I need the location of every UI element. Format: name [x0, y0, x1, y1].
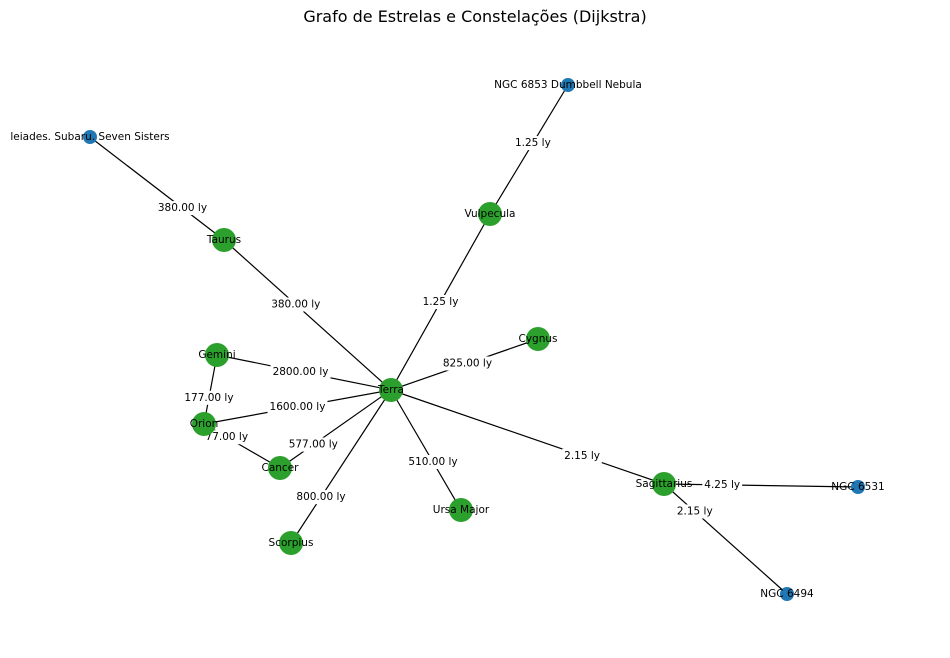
edge-label-background — [155, 201, 210, 216]
edge-sagittarius-ngc6531 — [663, 483, 859, 488]
edge-label-background — [512, 136, 553, 151]
node-label-gemini: Gemini — [198, 349, 235, 361]
edge-sagittarius-ngc6494 — [663, 483, 788, 595]
node-label-ursamajor: Ursa Major — [433, 504, 490, 516]
edge-label-text: 380.00 ly — [271, 299, 320, 311]
edge-label-text: 380.00 ly — [158, 202, 207, 214]
edge-terra-sagittarius — [390, 389, 665, 485]
node-gemini — [205, 343, 229, 367]
edge-terra-scorpius — [290, 389, 392, 544]
edge-label-text: 2.15 ly — [677, 506, 713, 518]
chart-title: Grafo de Estrelas e Constelações (Dijkst… — [303, 7, 647, 26]
edge-label-background — [286, 437, 340, 452]
edge-label-text: 1600.00 ly — [270, 401, 326, 413]
edge-label-text: 800.00 ly — [296, 491, 345, 503]
node-orion — [192, 412, 216, 436]
edge-label-vulpecula-ngc6853: 1.25 ly — [512, 136, 553, 151]
node-ngc6494 — [780, 587, 794, 601]
edge-label-text: 2800.00 ly — [273, 366, 329, 378]
edge-label-text: 510.00 ly — [408, 456, 457, 468]
node-ngc6531 — [851, 480, 865, 494]
edge-label-text: 1.25 ly — [515, 137, 551, 149]
edge-label-background — [267, 400, 328, 414]
edge-label-sagittarius-ngc6531: 4.25 ly — [702, 477, 743, 492]
edge-terra-taurus — [223, 239, 392, 391]
edge-label-background — [182, 390, 236, 405]
node-cygnus — [526, 327, 550, 351]
node-sagittarius — [652, 472, 676, 496]
edge-label-terra-sagittarius: 2.15 ly — [562, 448, 603, 463]
node-vulpecula — [478, 202, 502, 226]
edge-label-gemini-orion: 177.00 ly — [182, 390, 236, 405]
edge-label-terra-gemini: 2800.00 ly — [270, 364, 331, 379]
node-label-cygnus: Cygnus — [519, 333, 558, 345]
node-labels-layer: Terra Vulpecula NGC 6853 Dumbbell Nebula Ta… — [10, 79, 884, 600]
node-label-orion: Orion — [190, 418, 219, 430]
node-label-vulpecula: Vulpecula — [465, 208, 516, 220]
node-label-terra: Terra — [377, 384, 404, 396]
edges-layer — [89, 84, 859, 595]
edge-label-terra-orion: 1600.00 ly — [267, 400, 328, 414]
nodes-layer — [83, 78, 865, 601]
edge-label-terra-ursamajor: 510.00 ly — [406, 455, 460, 469]
node-label-pleiades: leiades. Subaru. Seven Sisters — [10, 131, 169, 143]
edge-label-taurus-pleiades: 380.00 ly — [155, 201, 210, 216]
node-label-ngc6494: NGC 6494 — [760, 588, 814, 600]
edge-label-terra-vulpecula: 1.25 ly — [420, 295, 461, 309]
edge-terra-cancer — [279, 389, 392, 469]
edge-label-text: 177.00 ly — [184, 392, 233, 404]
edge-terra-ursamajor — [390, 389, 462, 511]
edge-label-background — [270, 364, 331, 379]
edge-label-background — [406, 455, 460, 469]
edge-labels-layer: 1.25 ly 1.25 ly 380.00 ly 380.00 ly 825.00 l… — [155, 136, 743, 519]
edge-label-text: 2.15 ly — [564, 450, 600, 462]
node-ngc6853 — [561, 78, 575, 92]
node-label-taurus: Taurus — [206, 234, 241, 246]
edge-label-background — [203, 430, 251, 445]
edge-label-sagittarius-ngc6494: 2.15 ly — [674, 504, 715, 519]
edge-label-background — [294, 490, 348, 505]
node-label-ngc6531: NGC 6531 — [831, 481, 884, 493]
edge-label-terra-cancer: 577.00 ly — [286, 437, 340, 452]
edge-label-orion-cancer: 77.00 ly — [203, 430, 251, 445]
node-scorpius — [279, 531, 303, 555]
node-label-scorpius: Scorpius — [269, 537, 314, 549]
node-taurus — [212, 228, 236, 252]
edge-label-background — [562, 448, 603, 463]
edge-label-text: 1.25 ly — [423, 296, 459, 308]
node-label-ngc6853: NGC 6853 Dumbbell Nebula — [494, 79, 642, 91]
edge-label-background — [702, 477, 743, 492]
node-label-cancer: Cancer — [262, 462, 300, 474]
node-ursamajor — [449, 498, 473, 522]
edge-label-background — [269, 297, 323, 312]
edge-label-terra-taurus: 380.00 ly — [269, 297, 323, 312]
edge-label-terra-scorpius: 800.00 ly — [294, 490, 348, 505]
edge-label-terra-cygnus: 825.00 ly — [440, 356, 495, 371]
edge-label-text: 77.00 ly — [206, 431, 249, 443]
edge-taurus-pleiades — [89, 136, 225, 241]
node-cancer — [268, 456, 292, 480]
edge-label-background — [674, 504, 715, 519]
edge-label-text: 577.00 ly — [289, 439, 338, 451]
node-pleiades — [83, 130, 97, 144]
edge-label-text: 825.00 ly — [443, 357, 492, 369]
edge-label-background — [440, 356, 495, 371]
edge-label-text: 4.25 ly — [704, 479, 740, 491]
edge-label-background — [420, 295, 461, 309]
node-label-sagittarius: Sagittarius — [636, 478, 693, 490]
node-terra — [379, 378, 403, 402]
